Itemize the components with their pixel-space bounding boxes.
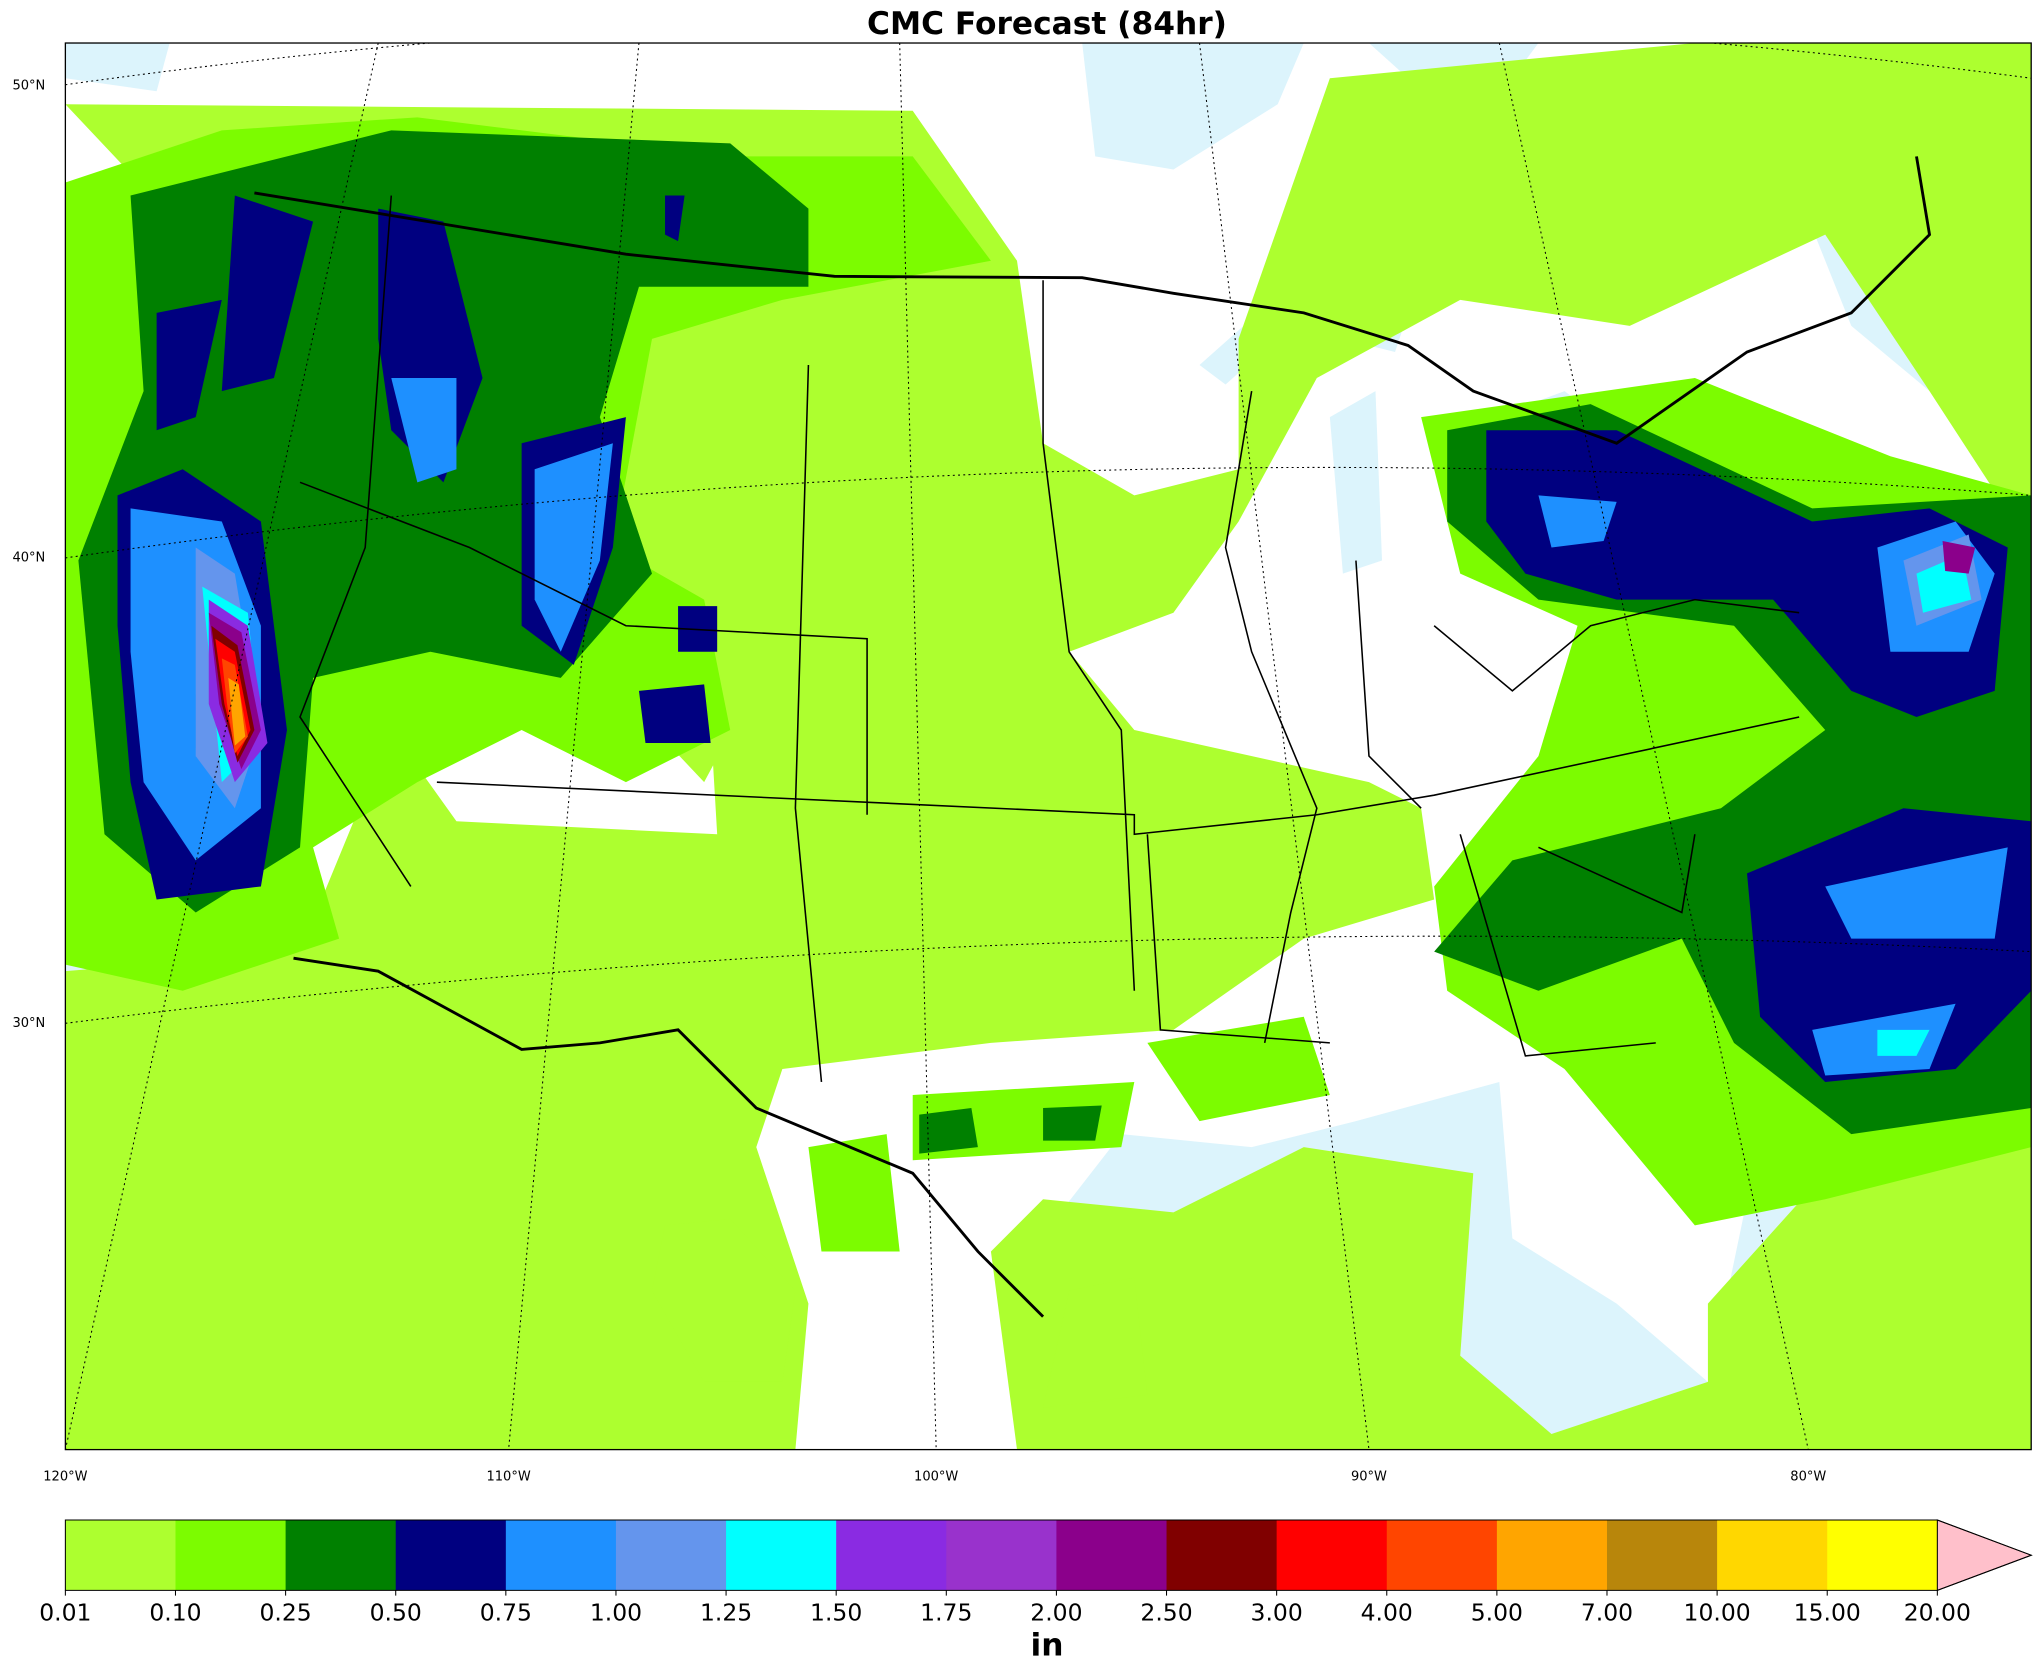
lat-label: 50°N (12, 79, 45, 94)
colorbar-cell (1827, 1519, 1938, 1591)
graticule (65, 43, 2032, 1450)
colorbar-tick-label: 0.50 (370, 1598, 422, 1626)
colorbar-tick-label: 3.00 (1251, 1598, 1303, 1626)
precip-contour (534, 443, 613, 652)
colorbar-cell (836, 1519, 947, 1591)
colorbar-cell (726, 1519, 837, 1591)
colorbar-tick-label: 2.00 (1030, 1598, 1082, 1626)
colorbar-cell (65, 1519, 177, 1591)
colorbar-extend (1936, 1519, 2033, 1592)
precip-contour (1043, 1105, 1102, 1141)
precip-contour (1538, 495, 1617, 548)
lon-label: 90°W (1351, 1469, 1387, 1484)
colorbar-tick-label: 1.50 (810, 1598, 862, 1626)
colorbar-cell (1056, 1519, 1168, 1591)
colorbar-tick-label: 0.25 (259, 1598, 311, 1626)
colorbar-tick-label: 1.75 (920, 1598, 972, 1626)
colorbar-cell (1276, 1519, 1388, 1591)
precip-contour (665, 195, 685, 242)
precipitation-field (65, 43, 2032, 1450)
precip-contour (156, 299, 222, 431)
precip-contour (1043, 1277, 1148, 1408)
precip-contour (1877, 1029, 1930, 1056)
precip-contour (638, 684, 711, 744)
colorbar: 0.01 0.10 0.25 0.50 0.75 1.00 1.25 1.50 1.75 2.00… (39, 1519, 2033, 1626)
colorbar-tick-label: 7.00 (1581, 1598, 1633, 1626)
colorbar-cell (615, 1519, 727, 1591)
precip-contour (221, 195, 314, 392)
precip-contour (391, 378, 457, 483)
colorbar-cell (946, 1519, 1058, 1591)
colorbar-unit: in (1030, 1627, 1063, 1663)
colorbar-cell (1496, 1519, 1608, 1591)
precip-contour (1825, 847, 2008, 939)
precip-contour (228, 677, 246, 746)
colorbar-tick-label: 4.00 (1361, 1598, 1413, 1626)
colorbar-cell (1717, 1519, 1828, 1591)
colorbar-cell (1166, 1519, 1278, 1591)
colorbar-cell (175, 1519, 287, 1591)
colorbar-tick-label: 2.50 (1140, 1598, 1192, 1626)
lon-label: 120°W (43, 1469, 87, 1484)
precip-contour (1942, 540, 1976, 574)
precip-contour (1147, 1016, 1330, 1122)
colorbar-cell (505, 1519, 617, 1591)
map-frame (64, 42, 2032, 1451)
precip-contour (919, 1108, 978, 1154)
lat-label: 30°N (12, 1016, 45, 1031)
colorbar-tick-label: 1.25 (700, 1598, 752, 1626)
map (64, 42, 2032, 1451)
precip-contour (808, 1134, 900, 1252)
lat-label: 40°N (12, 550, 45, 565)
borders (254, 156, 1932, 1318)
colorbar-tick-label: 15.00 (1794, 1598, 1861, 1626)
colorbar-tick-label: 0.75 (480, 1598, 532, 1626)
colorbar-outline (64, 1519, 2033, 1591)
precip-contour (651, 1218, 796, 1382)
lon-label: 80°W (1790, 1469, 1826, 1484)
longitude-labels: 120°W 110°W 100°W 90°W 80°W (43, 1469, 1826, 1484)
title: CMC Forecast (84hr) (867, 6, 1227, 42)
colorbar-tick-label: 10.00 (1684, 1598, 1751, 1626)
colorbar-tick-label: 0.10 (149, 1598, 201, 1626)
colorbar-tick-label: 1.00 (590, 1598, 642, 1626)
colorbar-cell (395, 1519, 507, 1591)
colorbar-cell (1386, 1519, 1498, 1591)
colorbar-cell (1606, 1519, 1718, 1591)
colorbar-tick-label: 0.01 (39, 1598, 91, 1626)
lon-label: 110°W (486, 1469, 530, 1484)
colorbar-tick-label: 20.00 (1904, 1598, 1971, 1626)
latitude-labels: 50°N 40°N 30°N (12, 79, 45, 1031)
colorbar-tick-label: 5.00 (1471, 1598, 1523, 1626)
lon-label: 100°W (914, 1469, 958, 1484)
colorbar-cell (285, 1519, 397, 1591)
